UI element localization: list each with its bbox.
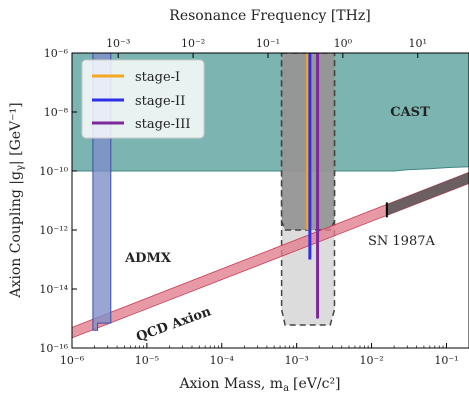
x-tick-label: 10⁻⁵ [135,354,159,367]
top-tick-label: 10⁻³ [106,37,130,50]
admx-label: ADMX [124,251,172,266]
y-axis-title-main: Axion Coupling |g [8,171,24,299]
x-tick-label: 10⁻¹ [434,354,458,367]
legend-label-stage-iii: stage-III [135,117,190,132]
x-tick-label: 10⁻⁴ [210,354,235,367]
x-axis-title-sub: a [283,383,289,394]
y-tick-label: 10⁻¹⁴ [39,283,68,296]
sn1987a-label: SN 1987A [368,234,435,249]
top-axis-title: Resonance Frequency [THz] [169,8,370,24]
top-tick-label: 10⁰ [334,37,353,50]
qcd-axion-label: QCD Axion [134,304,213,345]
legend-label-stage-i: stage-I [135,70,180,85]
x-axis-title-main: Axion Mass, m [178,376,283,392]
legend-label-stage-ii: stage-II [135,94,185,109]
legend: stage-I stage-II stage-III [81,59,205,139]
y-axis-title: Axion Coupling |gγ| [GeV⁻¹] [8,102,26,298]
x-tick-label: 10⁻² [359,354,383,367]
y-tick-label: 10⁻¹⁶ [39,342,68,355]
plot-frame [71,52,469,349]
x-tick-label: 10⁻³ [285,354,309,367]
top-tick-label: 10⁻² [181,37,205,50]
x-axis-title-unit: [eV/c²] [293,376,341,392]
top-tick-label: 10¹ [409,37,427,50]
x-tick-label: 10⁻⁶ [60,354,85,367]
y-tick-label: 10⁻¹² [39,224,68,237]
y-axis-title-sub: γ [15,165,26,171]
top-tick-label: 10⁻¹ [256,37,280,50]
y-tick-label: 10⁻⁸ [44,106,69,119]
sn1987a-region [386,172,469,216]
x-axis-title: Axion Mass, ma [eV/c²] [178,376,340,394]
y-tick-label: 10⁻¹⁰ [39,165,68,178]
qcd-axion-band [72,171,469,339]
y-axis-title-unit: | [GeV⁻¹] [8,102,24,165]
cast-label: CAST [390,105,430,120]
legend-box [81,59,205,139]
y-tick-label: 10⁻⁶ [44,47,69,60]
